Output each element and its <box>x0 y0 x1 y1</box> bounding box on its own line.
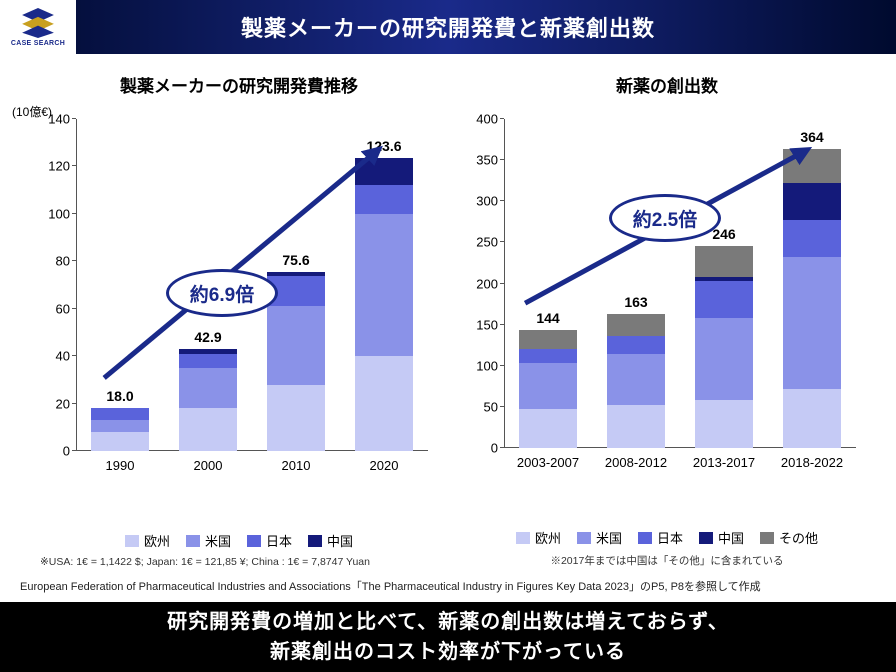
left-chart-panel: 製薬メーカーの研究開発費推移 (10億€) 18.0199042.9200075… <box>40 72 438 568</box>
legend-label: その他 <box>779 528 818 547</box>
legend-label: 米国 <box>596 528 622 547</box>
logo-icon <box>20 8 56 38</box>
legend-swatch <box>760 532 774 544</box>
legend-item-other: その他 <box>760 528 818 547</box>
bubble-text: 約6.9倍 <box>190 280 254 307</box>
y-tick-label: 100 <box>468 358 498 373</box>
footer-line2: 新薬創出のコスト効率が下がっている <box>270 641 626 663</box>
logo: CASE SEARCH <box>0 0 76 54</box>
y-tick-label: 20 <box>40 396 70 411</box>
legend-label: 米国 <box>205 531 231 550</box>
right-legend: 欧州 米国 日本 中国 その他 <box>468 528 866 547</box>
legend-item-japan: 日本 <box>638 528 683 547</box>
legend-swatch <box>638 532 652 544</box>
source-note: European Federation of Pharmaceutical In… <box>0 574 896 602</box>
bar-category-label: 2008-2012 <box>605 455 667 470</box>
legend-label: 欧州 <box>535 528 561 547</box>
right-axes: 1442003-20071632008-20122462013-20173642… <box>504 119 856 448</box>
left-multiplier-bubble: 約6.9倍 <box>166 269 278 317</box>
y-tick-label: 250 <box>468 235 498 250</box>
bar-category-label: 2013-2017 <box>693 455 755 470</box>
legend-item-us: 米国 <box>577 528 622 547</box>
bar-category-label: 2010 <box>282 458 311 473</box>
footer-text: 研究開発費の増加と比べて、新薬の創出数は増えておらず、 新薬創出のコスト効率が下… <box>167 607 729 667</box>
right-trend-arrow <box>504 119 856 448</box>
legend-label: 日本 <box>657 528 683 547</box>
bar-category-label: 2020 <box>370 458 399 473</box>
y-tick-label: 50 <box>468 399 498 414</box>
content-area: 製薬メーカーの研究開発費推移 (10億€) 18.0199042.9200075… <box>0 54 896 574</box>
y-tick-label: 140 <box>40 112 70 127</box>
legend-swatch <box>577 532 591 544</box>
legend-swatch <box>125 535 139 547</box>
bar-category-label: 2000 <box>194 458 223 473</box>
legend-item-europe: 欧州 <box>125 531 170 550</box>
left-axes: 18.0199042.9200075.62010123.62020 約6.9倍 … <box>76 119 428 451</box>
bubble-text: 約2.5倍 <box>633 205 697 232</box>
footer-banner: 研究開発費の増加と比べて、新薬の創出数は増えておらず、 新薬創出のコスト効率が下… <box>0 602 896 672</box>
legend-swatch <box>699 532 713 544</box>
legend-swatch <box>186 535 200 547</box>
right-multiplier-bubble: 約2.5倍 <box>609 194 721 242</box>
y-tick-label: 300 <box>468 194 498 209</box>
page-title: 製薬メーカーの研究開発費と新薬創出数 <box>0 11 896 43</box>
bar-category-label: 2003-2007 <box>517 455 579 470</box>
legend-item-us: 米国 <box>186 531 231 550</box>
right-footnote: ※2017年までは中国は「その他」に含まれている <box>468 553 866 568</box>
left-chart-title: 製薬メーカーの研究開発費推移 <box>40 72 438 97</box>
y-tick-label: 120 <box>40 159 70 174</box>
y-tick-label: 100 <box>40 206 70 221</box>
legend-item-china: 中国 <box>699 528 744 547</box>
legend-swatch <box>516 532 530 544</box>
logo-text: CASE SEARCH <box>11 40 65 47</box>
y-tick-label: 40 <box>40 349 70 364</box>
left-footnote: ※USA: 1€ = 1,1422 $; Japan: 1€ = 121,85 … <box>40 556 438 568</box>
y-tick-label: 80 <box>40 254 70 269</box>
right-chart-area: 1442003-20071632008-20122462013-20173642… <box>468 107 866 502</box>
legend-item-china: 中国 <box>308 531 353 550</box>
legend-label: 欧州 <box>144 531 170 550</box>
y-tick-label: 200 <box>468 276 498 291</box>
y-tick-label: 350 <box>468 153 498 168</box>
y-tick-label: 60 <box>40 301 70 316</box>
legend-label: 中国 <box>718 528 744 547</box>
legend-item-japan: 日本 <box>247 531 292 550</box>
right-chart-panel: 新薬の創出数 1442003-20071632008-20122462013-2… <box>468 72 866 568</box>
bar-category-label: 1990 <box>106 458 135 473</box>
y-tick-label: 150 <box>468 317 498 332</box>
y-tick-label: 400 <box>468 112 498 127</box>
legend-label: 日本 <box>266 531 292 550</box>
slide: CASE SEARCH 製薬メーカーの研究開発費と新薬創出数 製薬メーカーの研究… <box>0 0 896 672</box>
left-legend: 欧州 米国 日本 中国 <box>40 531 438 550</box>
right-chart-title: 新薬の創出数 <box>468 72 866 97</box>
left-chart-area: (10億€) 18.0199042.9200075.62010123.62020… <box>40 107 438 505</box>
header-bar: CASE SEARCH 製薬メーカーの研究開発費と新薬創出数 <box>0 0 896 54</box>
legend-swatch <box>308 535 322 547</box>
bar-category-label: 2018-2022 <box>781 455 843 470</box>
legend-label: 中国 <box>327 531 353 550</box>
y-tick-label: 0 <box>40 444 70 459</box>
y-tick-label: 0 <box>468 441 498 456</box>
footer-line1: 研究開発費の増加と比べて、新薬の創出数は増えておらず、 <box>167 611 729 633</box>
legend-swatch <box>247 535 261 547</box>
legend-item-europe: 欧州 <box>516 528 561 547</box>
